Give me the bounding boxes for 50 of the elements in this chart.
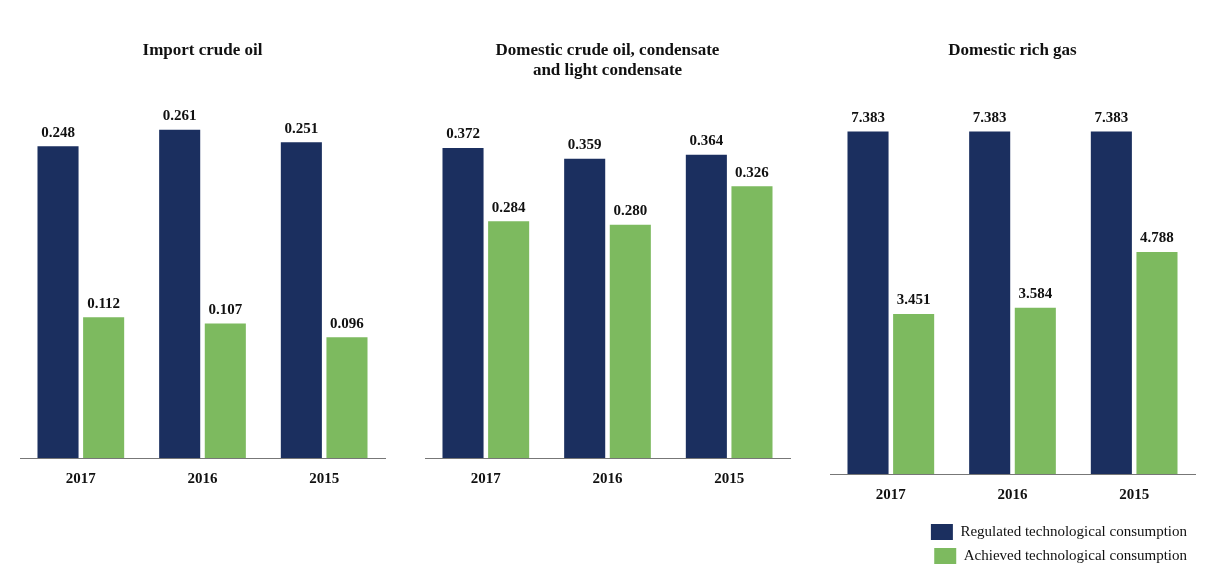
- data-label: 0.248: [41, 123, 75, 140]
- data-label: 3.451: [896, 291, 931, 308]
- x-tick-label: 2017: [65, 469, 97, 486]
- data-label: 0.359: [567, 136, 602, 153]
- x-tick-label: 2015: [714, 469, 745, 486]
- bar: [442, 148, 484, 458]
- bar: [280, 142, 322, 458]
- data-label: 0.096: [330, 314, 365, 331]
- bar: [893, 313, 935, 474]
- x-tick-label: 2017: [470, 469, 502, 486]
- bar: [1014, 307, 1056, 474]
- bar: [731, 186, 773, 458]
- bar: [326, 337, 368, 458]
- x-tick-label: 2016: [997, 485, 1028, 502]
- bar: [609, 224, 651, 458]
- data-label: 7.383: [972, 108, 1007, 125]
- chart-title: Domestic crude oil, condensate and light condensate: [495, 39, 720, 79]
- bar: [1090, 131, 1132, 474]
- legend-label: Achieved technological consumption: [963, 546, 1188, 563]
- bar: [488, 221, 530, 458]
- bar: [564, 158, 606, 458]
- x-tick-label: 2015: [309, 469, 340, 486]
- x-tick-label: 2016: [187, 469, 218, 486]
- data-label: 7.383: [1094, 108, 1129, 125]
- bar: [204, 323, 246, 458]
- data-label: 0.280: [613, 202, 648, 219]
- data-label: 0.261: [162, 107, 197, 124]
- data-label: 4.788: [1140, 229, 1174, 246]
- chart-title: Domestic rich gas: [948, 39, 1078, 59]
- data-label: 0.112: [87, 294, 121, 311]
- data-label: 0.107: [208, 300, 243, 317]
- data-label: 0.251: [284, 119, 319, 136]
- bar: [83, 317, 125, 458]
- x-tick-label: 2017: [875, 485, 907, 502]
- data-label: 0.372: [446, 125, 480, 142]
- data-label: 0.326: [735, 163, 770, 180]
- bar: [969, 131, 1011, 474]
- chart-title: Import crude oil: [142, 39, 263, 59]
- bar: [685, 154, 727, 458]
- bar: [37, 146, 79, 458]
- x-tick-label: 2016: [592, 469, 623, 486]
- data-label: 3.584: [1018, 285, 1053, 302]
- bar: [847, 131, 889, 474]
- data-label: 0.364: [689, 132, 724, 149]
- data-label: 0.284: [491, 198, 527, 215]
- x-tick-label: 2015: [1119, 485, 1150, 502]
- legend-label: Regulated technological consumption: [960, 522, 1188, 539]
- data-label: 7.383: [851, 108, 885, 125]
- bar: [1136, 251, 1178, 474]
- bar: [159, 129, 201, 458]
